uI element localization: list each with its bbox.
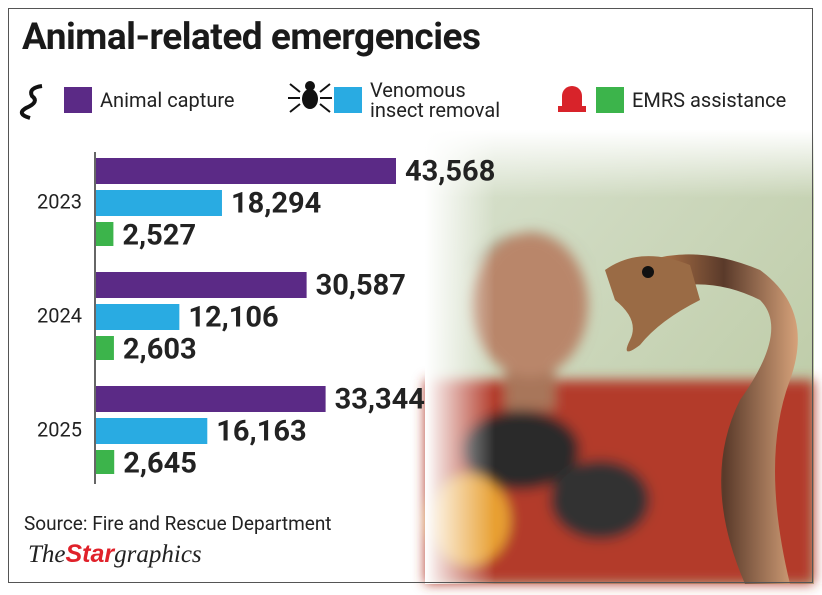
credit-star: Star xyxy=(65,540,115,568)
y-tick-label: 2025 xyxy=(37,417,82,441)
bar xyxy=(96,304,180,330)
legend-swatch xyxy=(596,87,624,113)
frame xyxy=(8,8,813,583)
value-label: 18,294 xyxy=(231,187,321,221)
bar xyxy=(96,158,396,184)
bar xyxy=(96,418,208,444)
legend-label: Venomous insect removal xyxy=(370,78,501,122)
credit-the: The xyxy=(28,541,66,568)
legend-icons xyxy=(19,81,586,120)
value-label: 33,344 xyxy=(335,383,425,417)
credit-graphics: graphics xyxy=(114,541,202,568)
value-label: 16,163 xyxy=(216,415,306,449)
bar xyxy=(96,386,326,412)
bar xyxy=(96,222,114,246)
bar xyxy=(96,190,222,216)
bar xyxy=(96,450,115,474)
value-label: 2,527 xyxy=(122,219,196,253)
bar xyxy=(96,336,114,360)
chart-title: Animal-related emergencies xyxy=(22,16,481,59)
y-tick-label: 2024 xyxy=(37,303,82,327)
value-label: 12,106 xyxy=(188,301,278,335)
legend-swatch xyxy=(64,87,92,113)
source: Source: Fire and Rescue Department xyxy=(24,512,332,535)
credit: TheStargraphics xyxy=(28,540,202,569)
value-label: 2,603 xyxy=(123,333,197,367)
value-label: 2,645 xyxy=(123,447,197,481)
value-label: 43,568 xyxy=(405,155,495,189)
y-tick-label: 2023 xyxy=(37,189,82,213)
bar xyxy=(96,272,307,298)
value-label: 30,587 xyxy=(316,269,406,303)
legend-label: EMRS assistance xyxy=(632,88,787,112)
legend-label: Animal capture xyxy=(100,88,235,112)
legend-swatch xyxy=(334,87,362,113)
